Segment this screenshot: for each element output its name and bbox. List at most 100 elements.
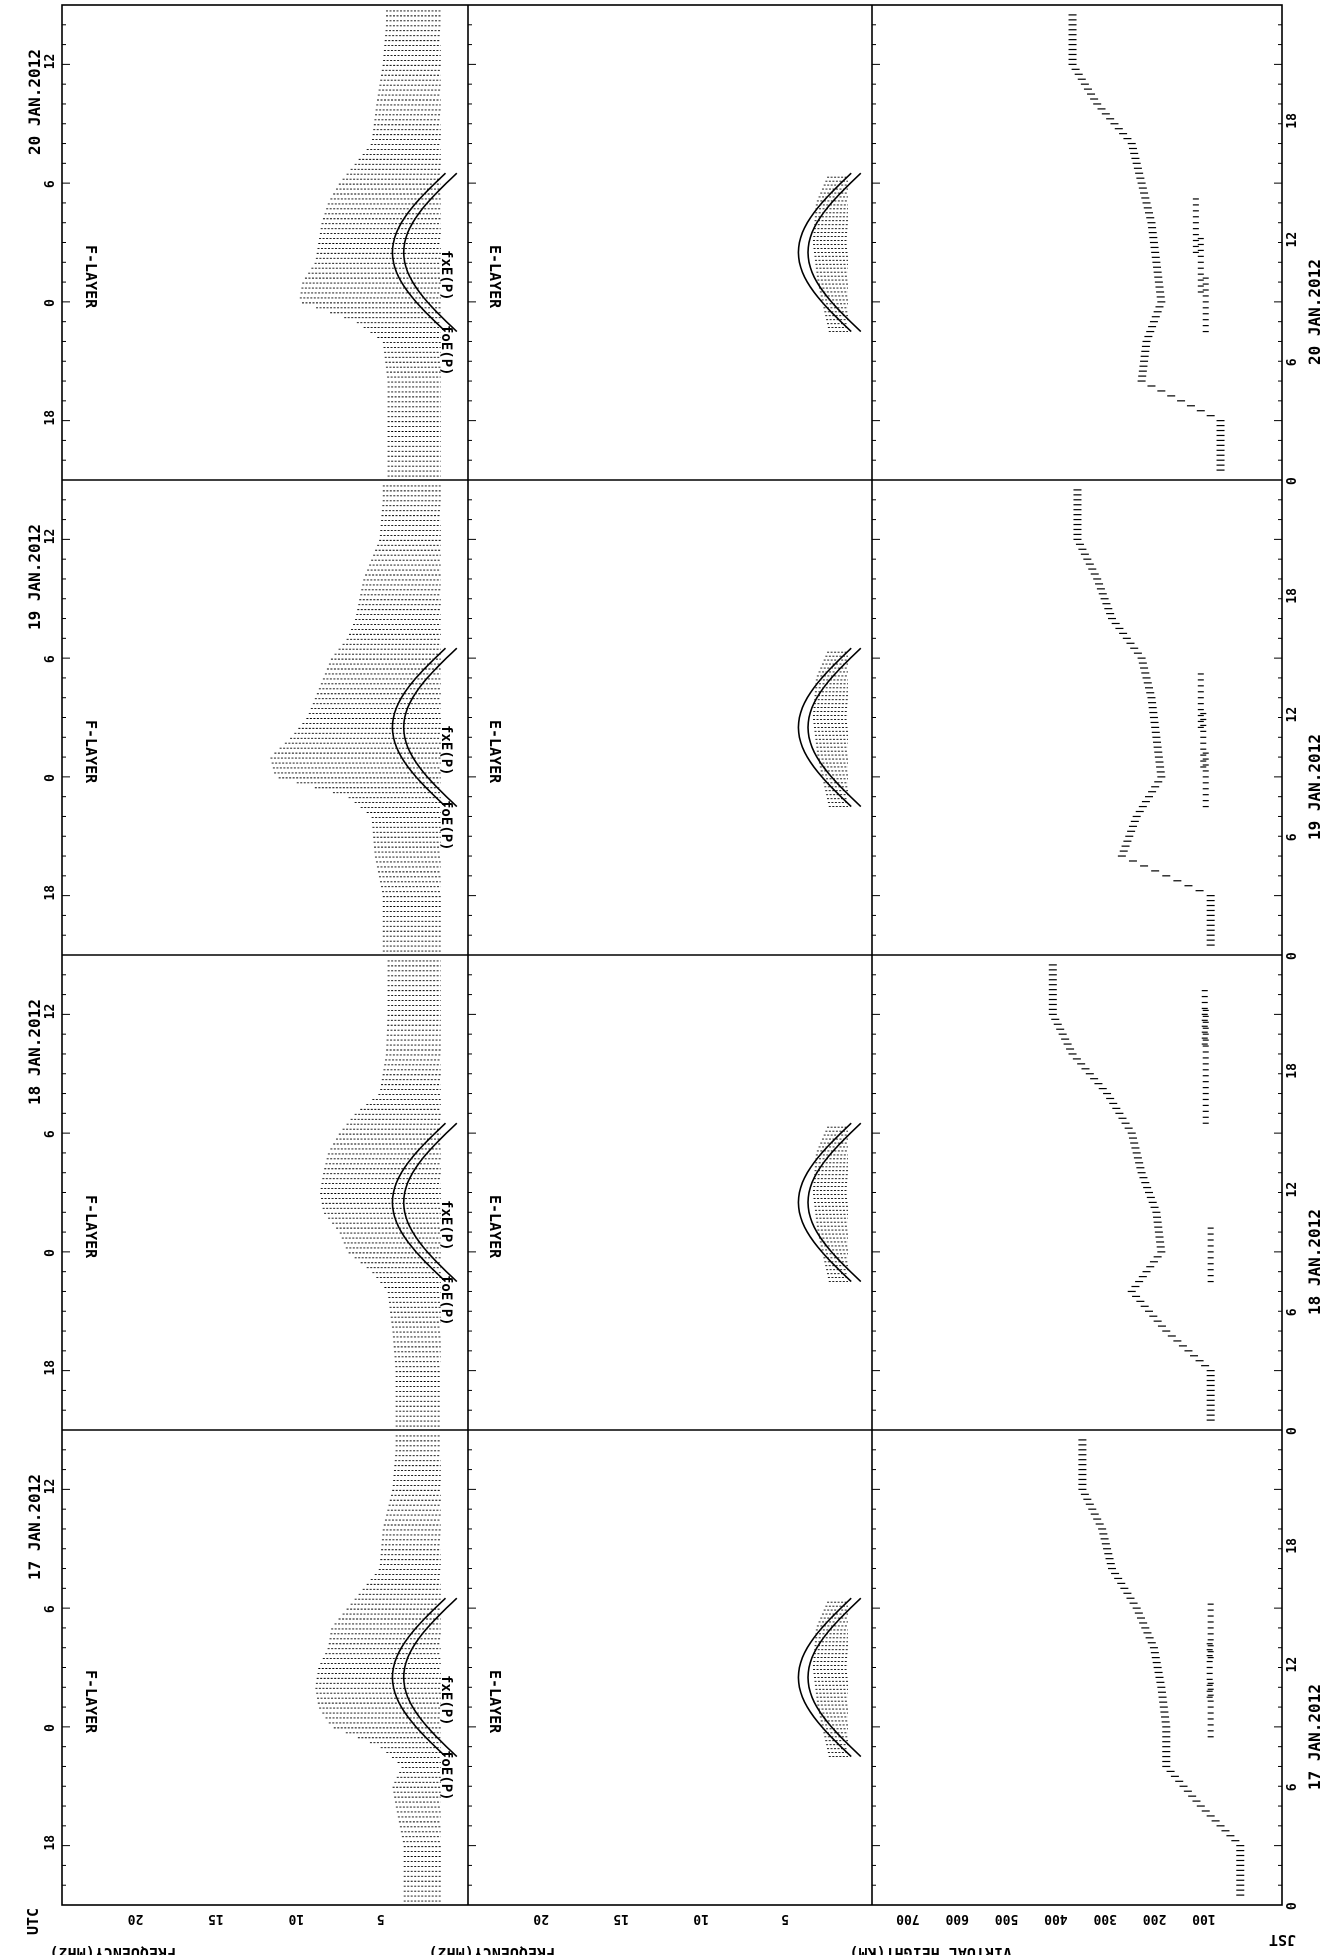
height-trace-point [1151, 1657, 1160, 1659]
height-trace-point [1119, 632, 1128, 634]
height-trace-point [1201, 1365, 1210, 1367]
height-trace-point [1124, 1127, 1133, 1129]
es-trace-point [1197, 720, 1204, 723]
height-trace-point [1157, 301, 1166, 303]
height-trace-point [1236, 1884, 1245, 1886]
height-trace-point [1146, 217, 1155, 219]
height-trace-point [1137, 1172, 1146, 1174]
height-trace-point [1148, 791, 1157, 793]
height-trace-point [1127, 1290, 1136, 1293]
e-panel-foe-curve [807, 1122, 862, 1283]
jst-tick-label: 18 [1285, 588, 1300, 604]
es-trace-point [1202, 1015, 1209, 1017]
height-trace-point [1149, 716, 1158, 719]
height-trace-point [1162, 1765, 1171, 1768]
height-trace-point [1126, 1597, 1135, 1599]
height-trace-point [1121, 845, 1130, 847]
foe-curve-label: foE(P) [438, 800, 454, 851]
frequency-axis-label-f: FREQUENCY(MHz) [50, 1944, 176, 1955]
height-trace-point [1151, 256, 1160, 258]
height-trace-point [1078, 1473, 1087, 1476]
height-trace-point [1122, 637, 1131, 639]
height-trace-point [1104, 1553, 1113, 1555]
height-trace-point [1068, 63, 1077, 65]
height-trace-point [1106, 1562, 1115, 1565]
es-trace-point [1202, 782, 1209, 784]
es-trace-point [1201, 995, 1208, 998]
height-trace-point [1195, 890, 1204, 892]
height-trace-point [1138, 370, 1147, 372]
height-trace-point [1078, 1464, 1087, 1466]
height-trace-point [1211, 1820, 1220, 1822]
es-trace-point [1207, 1718, 1214, 1720]
height-trace-point [1048, 979, 1057, 981]
height-trace-point [1149, 1315, 1158, 1317]
es-trace-point [1192, 233, 1199, 236]
height-trace-point [1150, 246, 1159, 249]
utc-tick-label: 18 [43, 1835, 58, 1851]
frequency-tick-label: 5 [377, 1911, 385, 1926]
es-trace-point [1197, 273, 1204, 275]
height-trace-point [1156, 1241, 1165, 1243]
height-trace-point [1151, 870, 1160, 872]
f-layer-label: F-LAYER [82, 1195, 100, 1259]
es-trace-point [1200, 736, 1207, 738]
height-trace-point [1068, 58, 1077, 61]
es-trace-point [1206, 1643, 1213, 1645]
height-trace-point [1226, 1835, 1235, 1837]
es-trace-point [1197, 703, 1204, 705]
es-trace-point [1202, 1116, 1209, 1118]
height-trace-point [1081, 1068, 1090, 1070]
es-trace-point [1197, 249, 1204, 252]
height-trace-point [1141, 801, 1150, 803]
height-trace-point [1151, 786, 1160, 788]
es-trace-point [1192, 251, 1199, 253]
height-trace-point [1131, 1147, 1140, 1149]
height-trace-point [1136, 1617, 1145, 1619]
height-trace-point [1216, 439, 1225, 442]
height-trace-point [1063, 1043, 1072, 1045]
height-trace-point [1154, 756, 1163, 758]
height-trace-point [1216, 464, 1225, 466]
height-trace-point [1123, 840, 1132, 842]
height-trace-point [1162, 1746, 1171, 1748]
height-trace-point [1154, 276, 1163, 278]
height-trace-point [1166, 1770, 1175, 1773]
foe-curve-label: foE(P) [438, 1275, 454, 1326]
es-trace-point [1197, 714, 1204, 717]
fxe-curve-label: fxE(P) [438, 1200, 454, 1251]
height-trace-point [1136, 1300, 1145, 1302]
height-trace-point [1236, 1879, 1245, 1881]
height-trace-point [1135, 810, 1144, 813]
height-trace-point [1071, 68, 1080, 70]
height-trace-point [1152, 1211, 1161, 1213]
height-trace-point [1090, 98, 1099, 100]
es-trace-point [1202, 1027, 1209, 1029]
foe-curve [402, 1597, 458, 1758]
height-trace-point [1073, 504, 1082, 506]
height-trace-point [1073, 514, 1082, 516]
height-trace-point [1132, 1152, 1141, 1154]
height-trace-point [1130, 1142, 1139, 1144]
height-trace-point [1140, 865, 1149, 867]
height-trace-point [1154, 1231, 1163, 1233]
height-trace-point [1098, 1087, 1107, 1090]
height-trace-point [1099, 1533, 1108, 1535]
height-trace-point [1073, 499, 1082, 501]
height-trace-point [1236, 1845, 1245, 1847]
height-trace-point [1151, 731, 1160, 733]
height-trace-point [1150, 721, 1159, 724]
es-trace-point [1200, 718, 1207, 721]
height-trace-point [1123, 1592, 1132, 1594]
utc-tick-label: 18 [43, 885, 58, 901]
es-trace-point [1201, 1019, 1208, 1021]
es-trace-point [1207, 1730, 1214, 1732]
es-trace-point [1207, 1603, 1214, 1605]
height-trace-point [1068, 29, 1077, 31]
jst-tick-label: 12 [1285, 232, 1300, 248]
height-trace-point [1155, 306, 1164, 308]
height-trace-point [1048, 974, 1057, 976]
utc-tick-label: 0 [43, 774, 58, 782]
height-trace-point [1138, 805, 1147, 808]
height-trace-point [1155, 761, 1164, 763]
